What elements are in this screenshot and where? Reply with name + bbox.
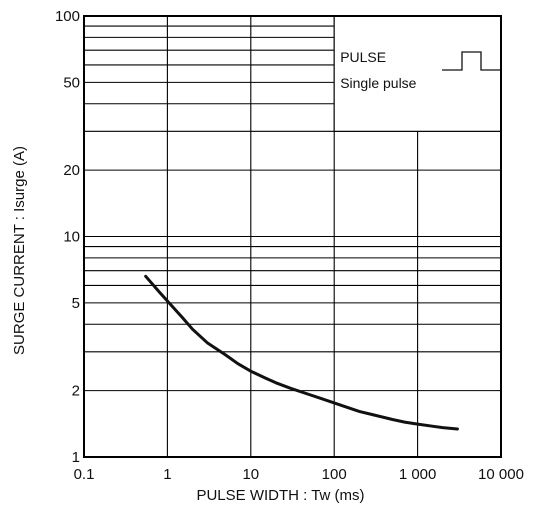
y-tick-label: 50: [63, 74, 80, 91]
y-tick-label: 100: [55, 8, 80, 25]
y-tick-label: 10: [63, 229, 80, 246]
plot-frame: [83, 15, 502, 458]
y-tick-label: 5: [72, 295, 80, 312]
y-tick-labels: 1 2 5 10 20 50 100: [55, 8, 80, 466]
y-tick-label: 1: [72, 449, 80, 466]
single-pulse-waveform-icon: [442, 51, 501, 71]
x-tick-label: 1 000: [399, 466, 437, 483]
x-tick-labels: 0.1 1 10 100 1 000 10 000: [74, 466, 524, 483]
x-tick-label: 0.1: [74, 466, 95, 483]
y-tick-label: 20: [63, 162, 80, 179]
x-tick-label: 100: [322, 466, 347, 483]
legend-box: [334, 16, 501, 132]
legend-line-pulse: PULSE: [340, 49, 386, 65]
x-tick-label: 10 000: [478, 466, 524, 483]
y-tick-label: 2: [72, 383, 80, 400]
series-line: [144, 274, 459, 431]
legend-line-single-pulse: Single pulse: [340, 75, 416, 91]
x-tick-label: 10: [242, 466, 259, 483]
legend-border: [333, 16, 501, 132]
x-axis-label: PULSE WIDTH : Tw (ms): [196, 487, 364, 504]
y-axis-label: SURGE CURRENT : Isurge (A): [11, 146, 28, 355]
legend: PULSE Single pulse: [333, 16, 501, 132]
x-tick-label: 1: [163, 466, 171, 483]
